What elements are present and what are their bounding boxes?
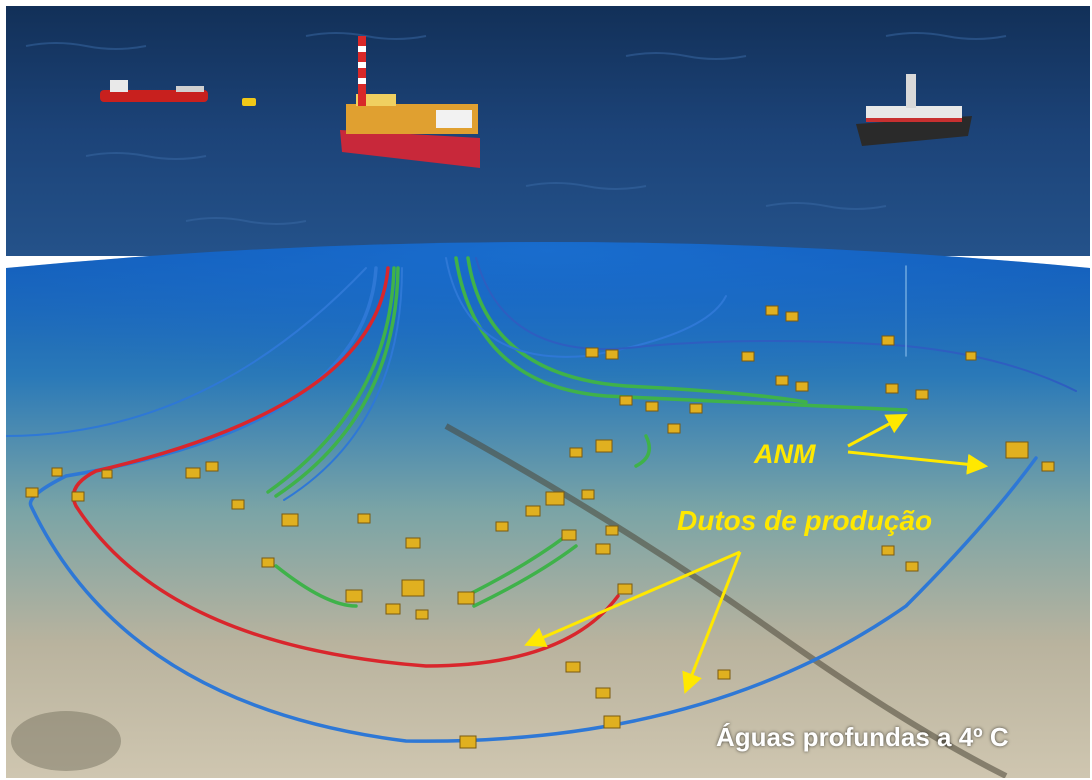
- flowlines: [6, 256, 1077, 743]
- flowline-green-1: [274, 266, 400, 498]
- drillship: [856, 74, 972, 146]
- flowline-blue-long: [28, 266, 1038, 743]
- subsea-field-illustration: [6, 6, 1090, 778]
- fpso-platform: [340, 36, 480, 168]
- anm-label: ANM: [754, 439, 816, 469]
- dutos-arrow-left: [524, 550, 741, 647]
- subsea-equipment: [25, 305, 1055, 749]
- seabed-trench: [444, 423, 1008, 778]
- supply-vessel: [100, 80, 208, 102]
- anm-arrow-right: [847, 450, 989, 475]
- dutos-arrow-down: [682, 551, 742, 694]
- annotation-arrows: [524, 414, 989, 694]
- anm-arrow-up: [847, 414, 908, 448]
- depth-caption: Águas profundas a 4º C: [716, 722, 1009, 752]
- dutos-label: Dutos de produção: [677, 505, 933, 536]
- buoy: [242, 98, 256, 106]
- seabed-crater: [11, 711, 121, 771]
- flowline-red: [71, 266, 620, 668]
